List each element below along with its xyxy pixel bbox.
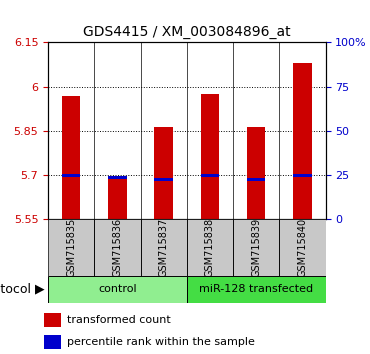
Bar (233, 219, 279, 276)
Text: GSM715840: GSM715840 (297, 218, 307, 278)
Bar (44, 335, 61, 349)
Bar (293, 174, 312, 177)
Text: transformed count: transformed count (67, 315, 171, 325)
Text: GSM715839: GSM715839 (251, 218, 261, 278)
Bar (62, 174, 81, 177)
Bar (108, 177, 127, 219)
Text: protocol ▶: protocol ▶ (0, 283, 44, 296)
Bar (155, 126, 173, 219)
Bar (155, 178, 173, 181)
Text: miR-128 transfected: miR-128 transfected (199, 284, 313, 295)
Bar (141, 219, 187, 276)
Bar (187, 276, 326, 303)
Text: GSM715838: GSM715838 (205, 218, 215, 278)
Text: GSM715837: GSM715837 (159, 218, 169, 278)
Bar (201, 94, 219, 219)
Bar (279, 219, 326, 276)
Bar (48, 219, 94, 276)
Text: control: control (98, 284, 137, 295)
Bar (201, 174, 219, 177)
Text: GSM715835: GSM715835 (66, 218, 76, 278)
Text: GSM715836: GSM715836 (112, 218, 122, 278)
Bar (293, 63, 312, 219)
Bar (44, 313, 61, 327)
Bar (108, 176, 127, 179)
Bar (247, 178, 266, 181)
Bar (94, 219, 141, 276)
Title: GDS4415 / XM_003084896_at: GDS4415 / XM_003084896_at (83, 25, 291, 39)
Text: percentile rank within the sample: percentile rank within the sample (67, 337, 255, 347)
Bar (48, 276, 187, 303)
Bar (247, 126, 266, 219)
Bar (187, 219, 233, 276)
Bar (62, 96, 81, 219)
